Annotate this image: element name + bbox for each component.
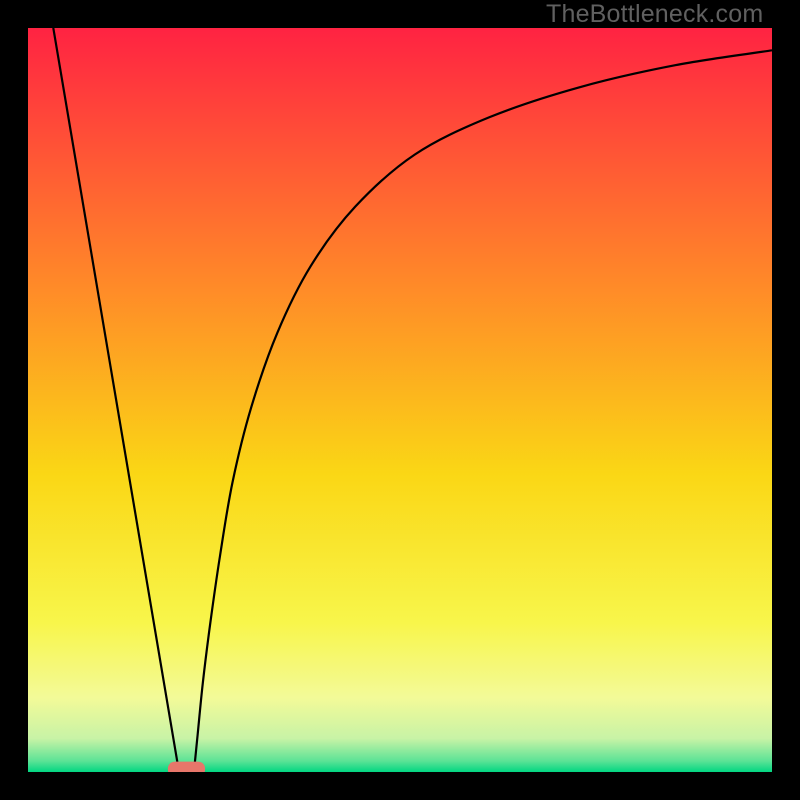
plot-svg <box>28 28 772 772</box>
watermark-text: TheBottleneck.com <box>546 0 763 29</box>
minimum-marker <box>168 762 205 772</box>
plot-area <box>28 28 772 772</box>
gradient-background <box>28 28 772 772</box>
